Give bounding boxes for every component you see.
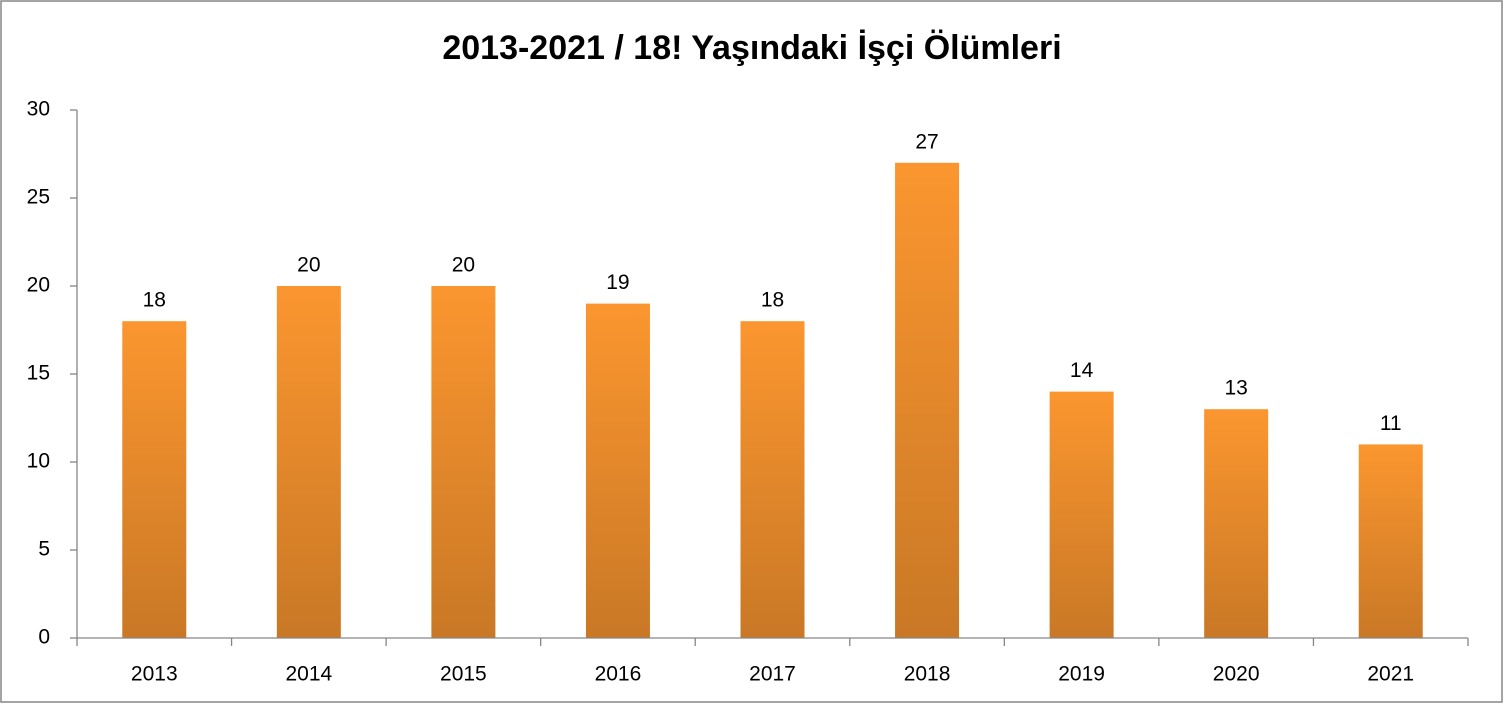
bar bbox=[1204, 409, 1269, 638]
bar bbox=[1049, 391, 1114, 638]
x-tick-label: 2016 bbox=[595, 663, 642, 686]
x-tick-label: 2020 bbox=[1213, 663, 1260, 686]
data-label: 11 bbox=[1380, 412, 1402, 435]
x-tick-label: 2018 bbox=[904, 663, 951, 686]
data-label: 20 bbox=[297, 254, 320, 277]
x-tick-label: 2015 bbox=[440, 663, 487, 686]
bar bbox=[431, 286, 496, 638]
x-tick-label: 2019 bbox=[1058, 663, 1105, 686]
bar bbox=[585, 303, 650, 638]
y-tick-label: 25 bbox=[27, 186, 50, 209]
x-tick-label: 2014 bbox=[285, 663, 332, 686]
bar bbox=[740, 321, 805, 638]
data-label: 27 bbox=[915, 130, 938, 153]
data-label: 18 bbox=[143, 289, 166, 312]
data-label: 18 bbox=[761, 289, 784, 312]
bar bbox=[122, 321, 187, 638]
chart-title: 2013-2021 / 18! Yaşındaki İşçi Ölümleri bbox=[442, 29, 1061, 67]
data-label: 20 bbox=[452, 254, 475, 277]
bar bbox=[1358, 444, 1423, 638]
x-tick-label: 2017 bbox=[749, 663, 796, 686]
bar bbox=[895, 162, 960, 639]
bar bbox=[276, 286, 341, 638]
y-tick-label: 10 bbox=[27, 450, 50, 473]
x-tick-label: 2013 bbox=[131, 663, 178, 686]
data-label: 14 bbox=[1070, 359, 1094, 382]
y-tick-label: 5 bbox=[38, 538, 50, 561]
y-tick-label: 30 bbox=[27, 98, 50, 121]
x-tick-label: 2021 bbox=[1367, 663, 1414, 686]
data-label: 19 bbox=[606, 271, 629, 294]
y-tick-label: 0 bbox=[38, 626, 50, 649]
y-tick-label: 20 bbox=[27, 274, 50, 297]
y-tick-label: 15 bbox=[27, 362, 50, 385]
data-label: 13 bbox=[1224, 377, 1247, 400]
